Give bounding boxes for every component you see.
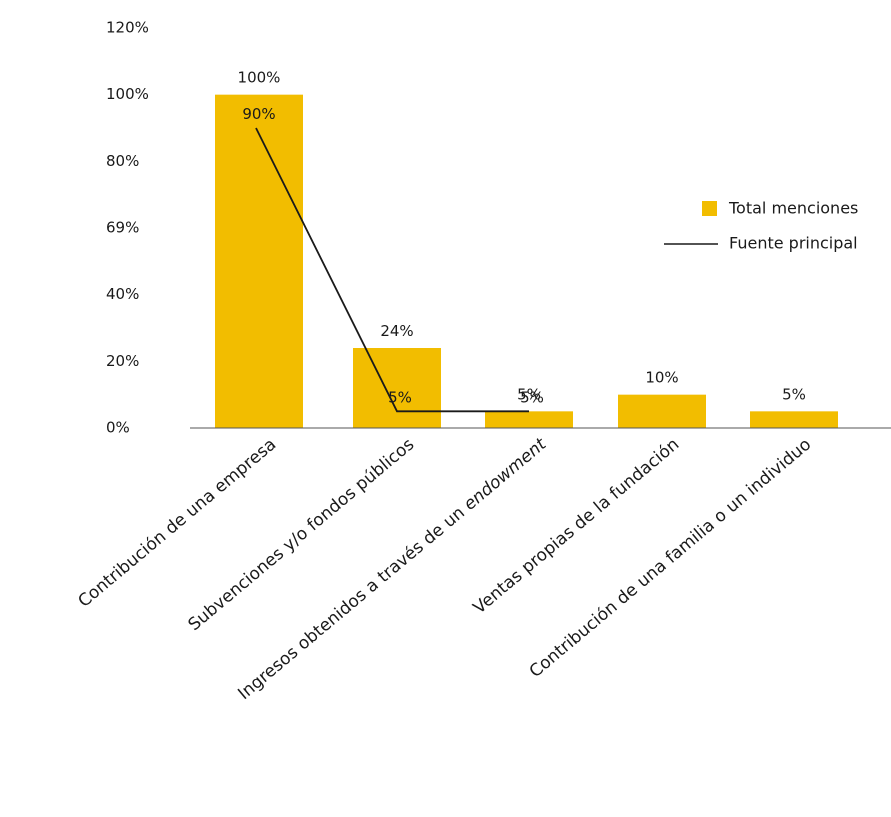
y-axis-tick-labels: 0% 20% 40% 69% 80% 100% 120% xyxy=(106,19,149,437)
bar-value-label: 24% xyxy=(380,322,413,340)
bars-total-menciones xyxy=(215,94,838,429)
line-fuente-principal xyxy=(255,127,529,413)
x-category-label: Contribución de una familia o un individ… xyxy=(526,435,816,682)
bar-total-menciones xyxy=(485,411,573,428)
y-tick-label: 20% xyxy=(106,352,139,370)
line-value-label: 5% xyxy=(388,388,412,406)
y-tick-label: 69% xyxy=(106,219,139,237)
y-tick-label: 100% xyxy=(106,85,149,103)
x-category-label: Ingresos obtenidos a través de un endowm… xyxy=(234,434,551,704)
bar-value-label: 5% xyxy=(517,385,541,403)
y-tick-label: 120% xyxy=(106,19,149,37)
y-tick-label: 0% xyxy=(106,419,130,437)
bar-total-menciones xyxy=(618,394,706,428)
x-category-label: Ventas propias de la fundación xyxy=(470,435,684,619)
bar-value-label: 100% xyxy=(238,69,281,87)
bar-total-menciones xyxy=(353,348,441,428)
legend-label-fuente-principal: Fuente principal xyxy=(729,234,858,253)
bar-value-label: 10% xyxy=(645,369,678,387)
line-data-labels: 90% 5% 5% xyxy=(242,105,544,406)
y-tick-label: 80% xyxy=(106,152,139,170)
y-tick-label: 40% xyxy=(106,285,139,303)
bar-total-menciones xyxy=(215,94,303,429)
bar-data-labels: 100% 24% 5% 10% 5% xyxy=(238,69,806,404)
legend-label-total-menciones: Total menciones xyxy=(728,199,858,218)
line-value-label: 5% xyxy=(520,388,544,406)
legend-swatch-total-menciones xyxy=(702,201,717,216)
legend: Total menciones Fuente principal xyxy=(664,199,858,253)
line-value-label: 90% xyxy=(242,105,275,123)
line-path-fuente-principal xyxy=(255,127,529,413)
bar-value-label: 5% xyxy=(782,385,806,403)
x-category-label: Subvenciones y/o fondos públicos xyxy=(185,434,419,635)
bar-total-menciones xyxy=(750,411,838,428)
x-axis-category-labels: Contribución de una empresaSubvenciones … xyxy=(74,434,815,704)
